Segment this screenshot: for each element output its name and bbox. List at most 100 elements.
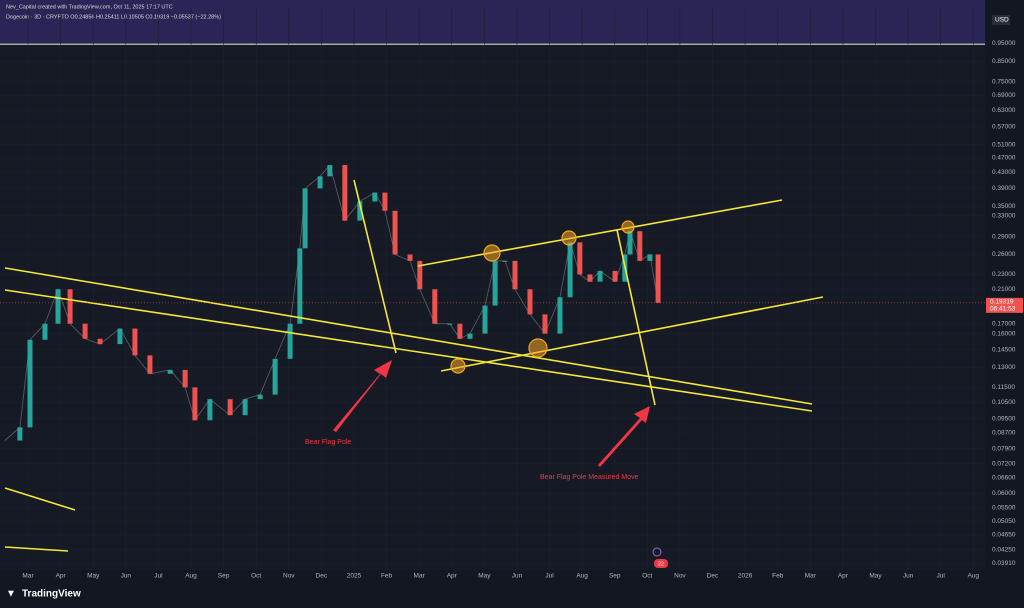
candle — [407, 254, 413, 261]
x-tick-label: Mar — [22, 573, 34, 580]
candle — [392, 210, 398, 255]
candle — [612, 270, 618, 282]
candle — [467, 333, 473, 339]
header-band — [0, 0, 985, 44]
event-badge[interactable] — [654, 559, 668, 568]
candle — [512, 260, 518, 290]
y-tick-label: 0.07900 — [992, 445, 1016, 452]
touch-point — [450, 358, 466, 374]
y-tick-label: 0.85000 — [992, 58, 1016, 65]
y-tick-label: 0.63000 — [992, 107, 1016, 114]
candle — [647, 254, 653, 261]
current-price-label: 0.19319 — [990, 299, 1014, 306]
x-tick-label: Aug — [576, 573, 588, 580]
x-tick-label: Sep — [218, 573, 230, 580]
pole-line — [353, 179, 397, 354]
x-tick-label: Apr — [56, 573, 67, 580]
x-tick-label: 2026 — [738, 573, 753, 580]
y-tick-label: 0.39000 — [992, 185, 1016, 192]
candle — [577, 242, 583, 275]
event-badge-label: 22 — [658, 561, 664, 567]
candle — [42, 323, 48, 340]
measured-move-line — [616, 229, 656, 406]
x-tick-label: Sep — [609, 573, 621, 580]
x-tick-label: May — [87, 573, 100, 580]
candle — [627, 231, 633, 255]
x-tick-label: Aug — [185, 573, 197, 580]
candle — [167, 369, 173, 374]
x-tick-label: Jul — [937, 573, 946, 580]
candle — [587, 274, 593, 282]
candle — [567, 242, 573, 298]
y-tick-label: 0.33000 — [992, 212, 1016, 219]
candle — [447, 323, 453, 325]
candle — [502, 260, 508, 262]
candle — [227, 399, 233, 416]
y-tick-label: 0.35000 — [992, 203, 1016, 210]
candle — [302, 188, 308, 249]
x-tick-label: Jul — [154, 573, 163, 580]
candle — [342, 165, 348, 221]
price-line — [4, 164, 659, 441]
candle — [207, 399, 213, 421]
trend-line — [4, 267, 813, 405]
y-tick-label: 0.05500 — [992, 504, 1016, 511]
candle — [557, 297, 563, 334]
y-tick-label: 0.43000 — [992, 169, 1016, 176]
x-tick-label: Feb — [381, 573, 393, 580]
y-tick-label: 0.07200 — [992, 460, 1016, 467]
flag-upper — [417, 199, 783, 267]
candle — [117, 328, 123, 345]
y-tick-label: 0.03910 — [992, 560, 1016, 567]
y-tick-label: 0.04650 — [992, 532, 1016, 539]
candle — [317, 176, 323, 189]
y-tick-label: 0.13000 — [992, 364, 1016, 371]
y-tick-label: 0.47000 — [992, 155, 1016, 162]
annotation: Bear Flag Pole Measured Move — [540, 474, 639, 481]
touch-point — [483, 244, 501, 262]
annotation: Bear Flag Pole — [305, 439, 351, 446]
y-tick-label: 0.09500 — [992, 415, 1016, 422]
candle — [432, 289, 438, 324]
y-tick-label: 0.04250 — [992, 546, 1016, 553]
x-tick-label: Nov — [283, 573, 295, 580]
x-tick-label: Jun — [903, 573, 914, 580]
trend-line — [4, 487, 76, 511]
candle — [67, 289, 73, 324]
y-tick-label: 0.08700 — [992, 430, 1016, 437]
candle — [287, 323, 293, 359]
drawings: Bear Flag Pole Bear Flag Pole Measured M… — [4, 179, 824, 568]
x-tick-label: 2025 — [347, 573, 362, 580]
y-tick-label: 0.57000 — [992, 123, 1016, 130]
candle — [82, 323, 88, 339]
x-tick-label: Oct — [642, 573, 652, 580]
x-tick-label: Jun — [512, 573, 523, 580]
x-tick-label: Jun — [121, 573, 132, 580]
symbol-line: Dogecoin · 3D · CRYPTO O0.24856 H0.25411… — [6, 14, 221, 20]
candle — [132, 328, 138, 356]
candle — [417, 260, 423, 290]
x-tick-label: Oct — [251, 573, 261, 580]
candle — [382, 192, 388, 211]
x-tick-label: Feb — [772, 573, 784, 580]
x-tick-label: Jul — [545, 573, 554, 580]
candle — [372, 192, 378, 202]
y-tick-label: 0.05050 — [992, 518, 1016, 525]
y-tick-label: 0.06000 — [992, 490, 1016, 497]
touch-point — [621, 220, 635, 234]
candle — [27, 339, 33, 428]
candle — [192, 387, 198, 421]
candle — [55, 289, 61, 324]
candle — [147, 355, 153, 374]
currency-box[interactable] — [992, 15, 1010, 25]
candle — [357, 201, 363, 221]
currency: USD — [995, 17, 1009, 24]
candle — [257, 394, 263, 400]
event-icon[interactable] — [652, 547, 662, 557]
x-tick-label: Mar — [414, 573, 426, 580]
countdown-label: 06:41:53 — [990, 306, 1016, 313]
arrow — [598, 406, 650, 467]
